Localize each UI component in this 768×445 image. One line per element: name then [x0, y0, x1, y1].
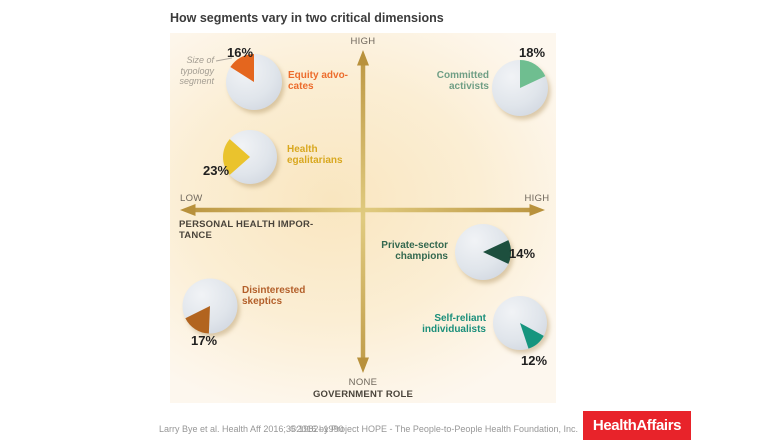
x-axis-right-arrowhead [529, 204, 545, 216]
pie-private-sector-champions [455, 224, 514, 284]
pie-equity-advocates [226, 54, 285, 114]
pie-slice [185, 306, 210, 334]
plot-area: HIGH LOW HIGH PERSONAL HEALTH IMPOR- TAN… [170, 33, 556, 403]
pie-health-egalitarians [222, 130, 280, 188]
health-affairs-logo-text: HealthAffairs [592, 417, 682, 434]
pie-self-reliant-individualists [493, 296, 550, 354]
pie-slice [520, 60, 546, 88]
pie-slice [520, 323, 544, 349]
copyright-text: ©2016 by Project HOPE - The People-to-Pe… [289, 424, 578, 434]
pie-slice [483, 240, 512, 264]
pie-committed-activists [492, 60, 551, 120]
health-affairs-logo: HealthAffairs [583, 411, 691, 440]
y-axis-bottom-arrowhead [357, 357, 369, 373]
pie-slice [230, 54, 254, 82]
x-axis-left-arrowhead [180, 204, 196, 216]
chart-canvas [180, 50, 551, 373]
segment-pies [182, 54, 551, 354]
chart-title: How segments vary in two critical dimens… [170, 11, 444, 25]
pie-slice [222, 139, 250, 175]
annotation-pointer-line [215, 57, 233, 62]
y-axis [357, 50, 369, 373]
pie-disinterested-skeptics [182, 278, 240, 337]
citation-text: Larry Bye et al. Health Aff 2016;35:1982… [159, 424, 344, 434]
y-axis-top-arrowhead [357, 50, 369, 66]
